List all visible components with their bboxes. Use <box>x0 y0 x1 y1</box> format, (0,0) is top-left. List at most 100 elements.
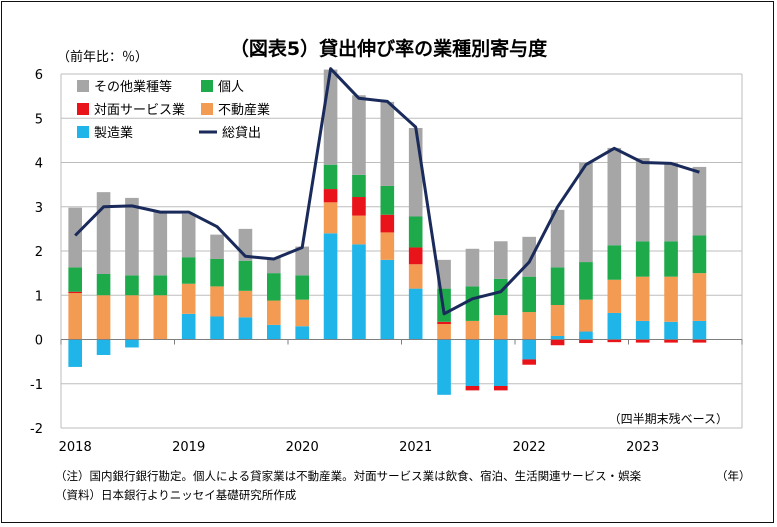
bar-segment <box>664 321 678 340</box>
bar-segment <box>96 339 111 355</box>
legend-label: 不動産業 <box>218 102 270 118</box>
bar-segment <box>408 247 423 265</box>
bar-segment <box>522 276 536 313</box>
legend-swatch <box>77 80 89 92</box>
bar-segment <box>323 164 338 190</box>
bar-segment <box>267 300 281 325</box>
bar-segment <box>437 321 451 325</box>
bar-segment <box>380 101 395 186</box>
bar-segment <box>607 245 622 280</box>
bar-segment <box>352 215 366 245</box>
bar-segment <box>68 339 82 367</box>
bar-segment <box>181 257 196 284</box>
footnote-note: （注）国内銀行銀行勘定。個人による貸家業は不動産業。対面サービス業は飲食、宿泊、… <box>55 469 642 483</box>
x-year-label: 2020 <box>286 440 319 455</box>
bar-segment <box>664 276 678 322</box>
x-year-label: 2019 <box>172 440 205 455</box>
bar-segment <box>210 234 224 259</box>
bar-segment <box>692 166 707 236</box>
bar-segment <box>125 275 139 296</box>
bar-segment <box>68 207 82 268</box>
x-year-label: 2023 <box>626 440 659 455</box>
y-tick-label: 5 <box>35 112 43 127</box>
y-tick-label: 6 <box>35 68 43 83</box>
bar-segment <box>352 174 366 198</box>
y-tick-label: -2 <box>30 422 43 437</box>
bar-segment <box>635 339 650 343</box>
bar-segment <box>522 339 536 360</box>
chart-title: （図表5）貸出伸び率の業種別寄与度 <box>229 38 548 60</box>
bar-segment <box>408 216 423 248</box>
bar-segment <box>68 291 82 294</box>
bar-segment <box>494 339 508 386</box>
bar-segment <box>323 233 338 340</box>
bar-segment <box>96 192 111 275</box>
bar-segment <box>267 257 281 274</box>
bar-segment <box>607 279 622 313</box>
legend-label: 製造業 <box>94 125 133 141</box>
bar-segment <box>408 264 423 289</box>
bar-segment <box>550 304 565 336</box>
bar-segment <box>153 275 168 296</box>
bar-segment <box>494 385 508 391</box>
bar-segment <box>579 162 593 263</box>
y-tick-label: 3 <box>35 201 43 216</box>
bar-segment <box>494 241 508 279</box>
bar-segment <box>323 202 338 234</box>
bar-segment <box>323 69 338 165</box>
bar-segment <box>295 299 309 327</box>
x-year-label: 2018 <box>59 440 92 455</box>
bar-segment <box>210 286 224 317</box>
bar-segment <box>664 162 678 242</box>
legend-swatch <box>201 103 213 115</box>
bar-segment <box>153 295 168 340</box>
bar-segment <box>579 339 593 344</box>
legend-label: 総貸出 <box>222 125 261 141</box>
y-axis-label: （前年比：％） <box>57 50 149 65</box>
legend-swatch <box>77 126 89 138</box>
bar-segment <box>664 339 678 343</box>
bar-segment <box>153 211 168 276</box>
bar-segment <box>352 244 366 340</box>
bar-segment <box>664 241 678 277</box>
bar-segment <box>522 359 536 365</box>
bar-segment <box>210 316 224 340</box>
bar-segment <box>238 290 253 318</box>
bar-segment <box>267 324 281 340</box>
bar-segment <box>96 274 111 296</box>
bar-segment <box>635 241 650 277</box>
bar-segment <box>380 214 395 233</box>
annotation-label: （四半期末残ベース） <box>609 412 728 426</box>
bar-segment <box>352 95 366 175</box>
bar-segment <box>692 320 707 340</box>
legend-swatch <box>77 103 89 115</box>
y-tick-label: 4 <box>35 157 43 172</box>
bar-segment <box>380 185 395 215</box>
bar-segment <box>635 320 650 340</box>
bar-segment <box>550 209 565 268</box>
bar-segment <box>181 283 196 314</box>
bar-segment <box>437 324 451 340</box>
bar-segment <box>692 273 707 321</box>
x-year-label: 2021 <box>399 440 432 455</box>
bar-segment <box>522 236 536 277</box>
bar-segment <box>408 127 423 217</box>
bar-segment <box>465 248 480 287</box>
bar-segment <box>607 147 622 246</box>
bar-segment <box>238 317 253 340</box>
bar-segment <box>295 246 309 276</box>
legend-label: 対面サービス業 <box>94 102 185 118</box>
bar-segment <box>238 260 253 291</box>
bar-segment <box>437 339 451 395</box>
x-axis-unit-label: （年） <box>716 469 751 483</box>
bar-segment <box>210 258 224 287</box>
bar-segment <box>295 275 309 300</box>
bar-segment <box>692 339 707 343</box>
y-tick-label: 0 <box>35 334 43 349</box>
footnote-source: （資料）日本銀行よりニッセイ基礎研究所作成 <box>55 488 297 502</box>
bar-segment <box>607 339 622 343</box>
bar-segment <box>125 339 139 348</box>
line-total-loans <box>74 67 700 316</box>
y-tick-label: -1 <box>30 378 43 393</box>
